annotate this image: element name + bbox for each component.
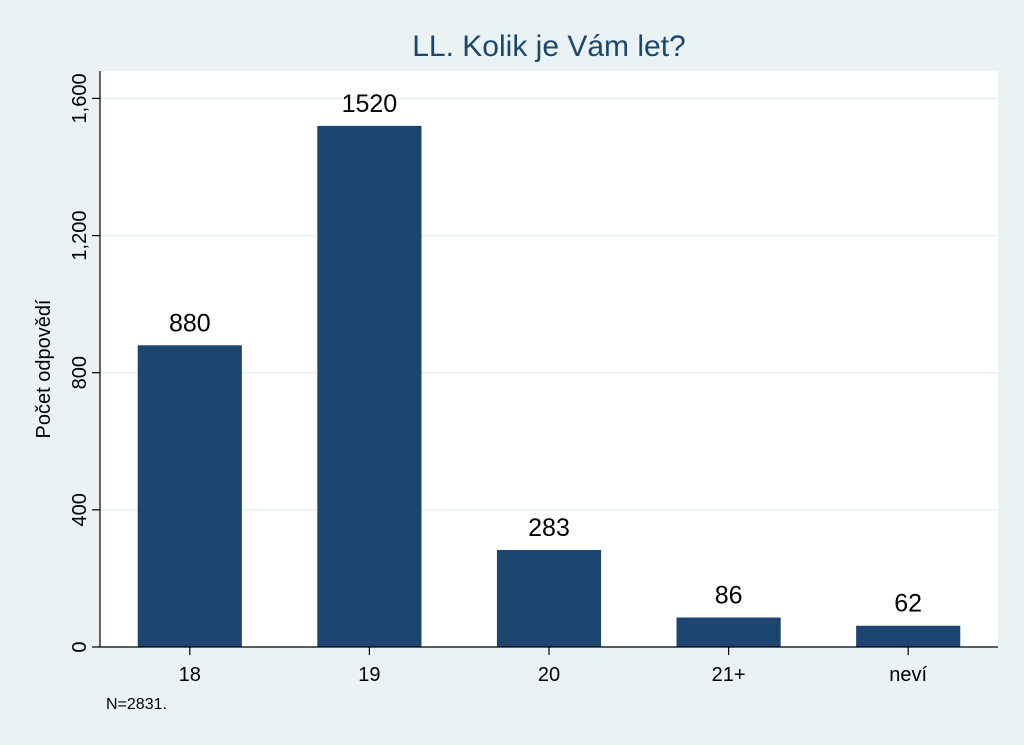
y-tick-label: 1,600	[69, 73, 91, 123]
y-axis-title: Počet odpovědí	[33, 299, 55, 438]
data-label: 880	[169, 309, 211, 337]
bar-20	[496, 549, 602, 647]
axes: 0 400 800 1,200 1,600 18 19 20 21+ neví	[69, 71, 998, 686]
y-tick-label: 0	[69, 641, 91, 652]
bar-neví	[856, 625, 961, 647]
bars	[137, 125, 961, 648]
data-labels: 880 1520 283 86 62	[169, 90, 922, 618]
bar-19	[317, 125, 422, 648]
data-label: 62	[894, 590, 922, 618]
y-tick-label: 1,200	[69, 211, 91, 261]
x-tick-label: 20	[538, 664, 560, 686]
chart-title: LL. Kolik je Vám let?	[412, 30, 685, 63]
y-tick-label: 400	[69, 493, 91, 526]
x-tick-label: 18	[179, 664, 201, 686]
x-tick-label: 21+	[712, 664, 746, 686]
data-label: 283	[528, 514, 570, 542]
gridlines	[100, 97, 998, 511]
x-tick-label: 19	[358, 664, 380, 686]
bar-18	[137, 345, 242, 647]
data-label: 1520	[342, 90, 398, 118]
x-tick-label: neví	[889, 664, 927, 686]
sample-size-note: N=2831.	[106, 696, 167, 713]
data-label: 86	[715, 582, 743, 610]
y-tick-label: 800	[69, 356, 91, 389]
bar-21+	[676, 617, 781, 647]
